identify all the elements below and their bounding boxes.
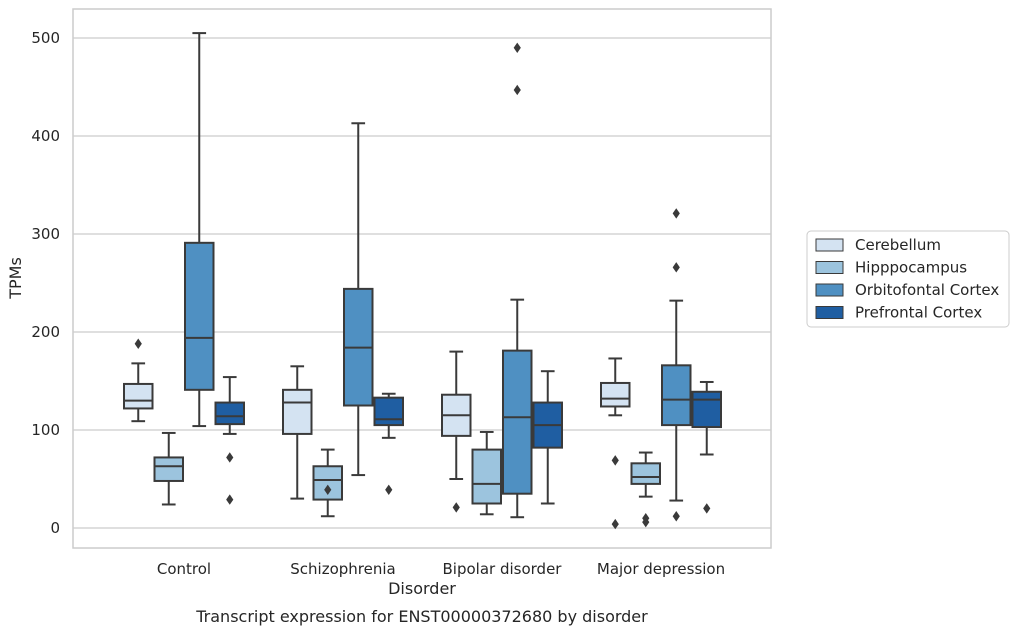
outlier-point	[324, 484, 332, 495]
outlier-point	[672, 262, 680, 273]
box-hipppocampus	[153, 431, 184, 506]
y-tick-label: 500	[31, 29, 60, 47]
legend-label: Cerebellum	[855, 236, 941, 254]
box-cerebellum	[441, 350, 472, 513]
box-prefrontal-cortex	[373, 392, 404, 495]
x-tick-label: Control	[157, 560, 211, 578]
box-iqr	[600, 381, 631, 408]
x-tick-label: Bipolar disorder	[443, 560, 563, 578]
box-hipppocampus	[630, 451, 661, 528]
chart-caption: Transcript expression for ENST0000037268…	[195, 607, 648, 626]
outlier-point	[134, 338, 142, 349]
y-tick-label: 200	[31, 323, 60, 341]
legend-swatch	[815, 261, 844, 274]
box-iqr	[691, 390, 722, 429]
legend-swatch	[815, 238, 844, 252]
box-prefrontal-cortex	[691, 380, 722, 514]
box-hipppocampus	[471, 430, 502, 516]
box-cerebellum	[123, 338, 154, 423]
outlier-point	[642, 516, 650, 528]
box-cerebellum	[600, 357, 631, 530]
y-axis-title: TPMs	[6, 257, 25, 300]
outlier-point	[672, 208, 680, 219]
legend-label: Prefrontal Cortex	[855, 304, 982, 322]
box-iqr	[214, 401, 245, 426]
box-iqr	[282, 388, 313, 435]
box-iqr	[471, 448, 502, 505]
outlier-point	[452, 502, 460, 513]
box-hipppocampus	[312, 448, 343, 518]
x-tick-label: Major depression	[597, 560, 725, 578]
legend-swatch	[815, 306, 844, 319]
box-prefrontal-cortex	[532, 370, 563, 505]
box-orbitofontal-cortex	[184, 32, 215, 428]
legend-frame	[806, 230, 1010, 328]
outlier-point	[385, 484, 393, 495]
grid-lines	[73, 37, 771, 529]
outlier-point	[672, 511, 680, 522]
x-tick-labels: Control Schizophrenia Bipolar disorder Majo…	[157, 560, 725, 578]
y-tick-labels: 0 100 200 300 400 500	[31, 29, 60, 537]
box-iqr	[153, 456, 184, 482]
box-iqr	[373, 396, 404, 427]
box-iqr	[184, 241, 215, 391]
box-orbitofontal-cortex	[661, 208, 692, 522]
plot-frame	[72, 8, 772, 549]
legend: Cerebellum Hipppocampus Orbitofontal Corte…	[806, 230, 1010, 328]
box-cerebellum	[282, 365, 313, 500]
legend-swatch	[815, 283, 844, 297]
box-orbitofontal-cortex	[343, 122, 374, 477]
y-tick-label: 300	[31, 225, 60, 243]
outlier-point	[611, 518, 619, 530]
outlier-point	[513, 42, 521, 53]
box-layer	[123, 32, 722, 530]
box-iqr	[502, 349, 533, 495]
box-iqr	[123, 382, 154, 410]
box-iqr	[630, 462, 661, 485]
box-iqr	[661, 364, 692, 427]
x-tick-label: Schizophrenia	[290, 560, 395, 578]
y-tick-label: 0	[50, 519, 60, 537]
outlier-point	[703, 503, 711, 514]
box-prefrontal-cortex	[214, 376, 245, 505]
outlier-point	[611, 455, 619, 466]
outlier-point	[513, 84, 521, 96]
y-tick-label: 400	[31, 127, 60, 145]
x-axis-title: Disorder	[388, 579, 456, 598]
outlier-point	[226, 494, 234, 505]
outlier-point	[226, 452, 234, 463]
legend-label: Hipppocampus	[855, 259, 967, 277]
box-orbitofontal-cortex	[502, 42, 533, 519]
y-tick-label: 100	[31, 421, 60, 439]
legend-label: Orbitofontal Cortex	[855, 281, 999, 299]
